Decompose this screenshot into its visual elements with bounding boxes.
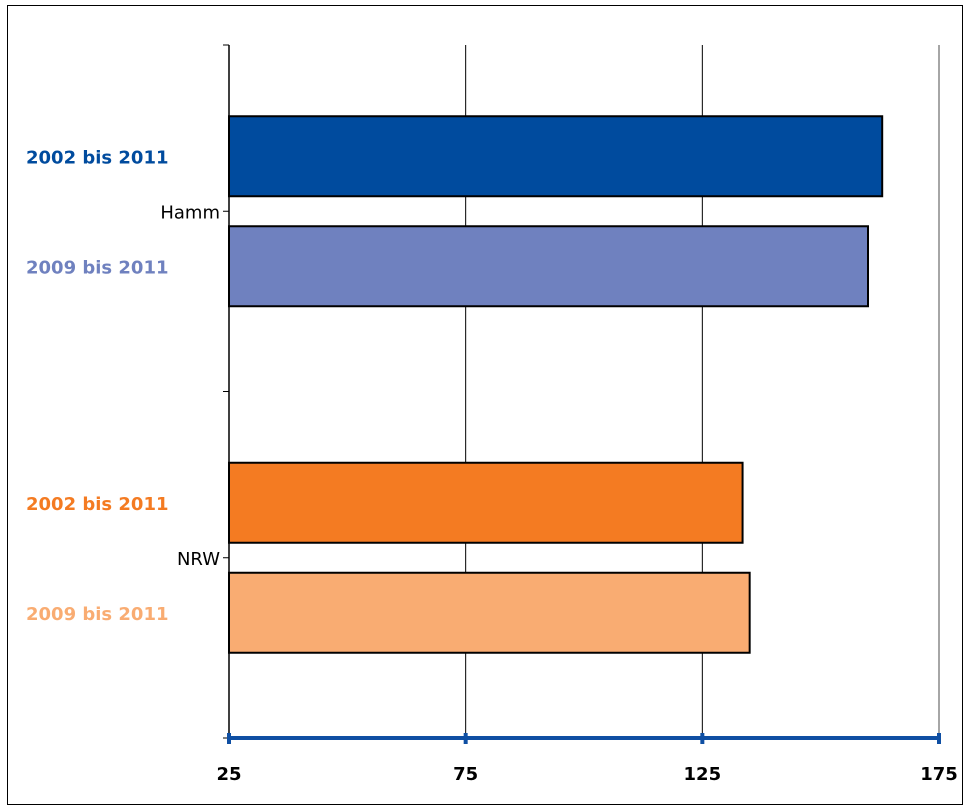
category-label-hamm: Hamm [160, 202, 220, 223]
bar-hamm-0 [228, 115, 884, 198]
series-label-hamm-1: 2009 bis 2011 [26, 257, 169, 278]
bars [228, 115, 884, 654]
bar-nrw-1 [228, 571, 751, 654]
category-label-nrw: NRW [177, 549, 220, 570]
axes [223, 44, 941, 744]
chart-frame [7, 5, 963, 805]
x-tick-label-175: 175 [920, 764, 958, 785]
x-tick-label-25: 25 [216, 764, 241, 785]
series-label-nrw-1: 2009 bis 2011 [26, 604, 169, 625]
labels: 2002 bis 2011 2009 bis 2011 Hamm 2002 bis 2… [26, 147, 958, 785]
bar-nrw-0 [228, 461, 744, 544]
series-label-hamm-0: 2002 bis 2011 [26, 147, 169, 168]
x-tick-label-75: 75 [453, 764, 478, 785]
series-label-nrw-0: 2002 bis 2011 [26, 494, 169, 515]
x-tick-label-125: 125 [684, 764, 722, 785]
bar-hamm-1 [228, 225, 869, 308]
